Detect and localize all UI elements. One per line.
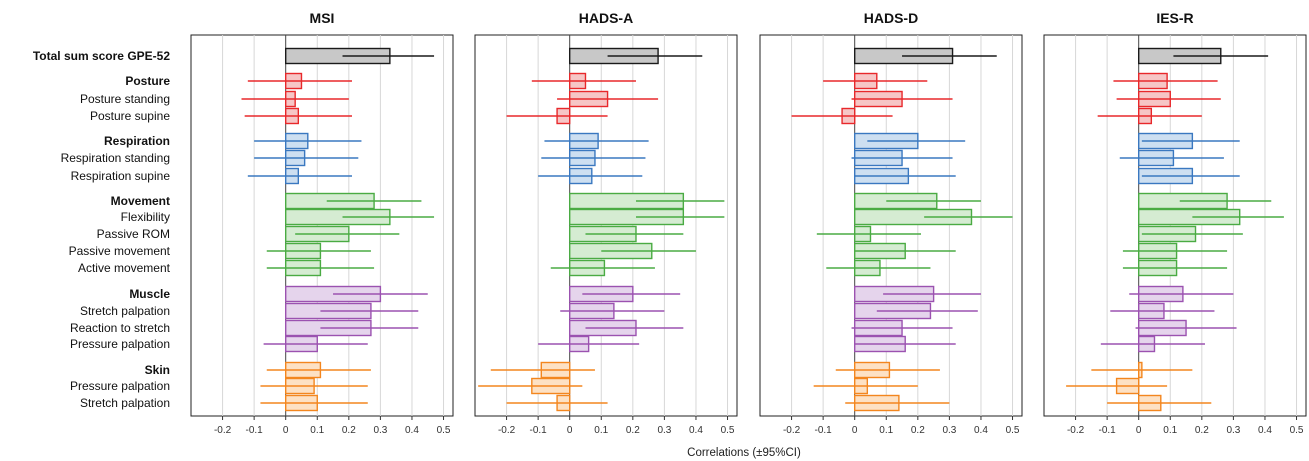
x-tick-label: -0.2 xyxy=(783,425,801,436)
x-tick-label: 0.1 xyxy=(1163,425,1177,436)
row-label: Total sum score GPE-52 xyxy=(33,49,170,63)
row-label: Movement xyxy=(111,194,170,208)
x-tick-label: 0.3 xyxy=(1226,425,1240,436)
x-tick-label: 0.3 xyxy=(373,425,387,436)
row-label: Posture xyxy=(125,74,170,88)
panel-frame xyxy=(190,34,454,417)
x-tick-label: 0 xyxy=(567,425,573,436)
x-tick-label: 0.4 xyxy=(1258,425,1272,436)
row-label: Respiration standing xyxy=(61,151,170,165)
x-tick-label: 0.4 xyxy=(405,425,419,436)
x-tick-label: 0.2 xyxy=(1195,425,1209,436)
x-tick-label: 0.5 xyxy=(1006,425,1020,436)
x-tick-label: 0.1 xyxy=(879,425,893,436)
x-tick-label: 0.5 xyxy=(721,425,735,436)
x-axis-title: Correlations (±95%CI) xyxy=(687,447,801,459)
panel-frame xyxy=(1043,34,1307,417)
row-label: Stretch palpation xyxy=(80,396,170,410)
row-label: Flexibility xyxy=(121,210,170,224)
x-tick-label: -0.1 xyxy=(530,425,548,436)
row-label: Stretch palpation xyxy=(80,304,170,318)
row-label: Posture standing xyxy=(80,92,170,106)
row-label: Pressure palpation xyxy=(70,379,170,393)
row-label: Respiration xyxy=(104,134,170,148)
panel-msi: MSI -0.2 -0.1 0 0.1 0.2 0.3 0.4 0.5 xyxy=(190,10,454,436)
row-label: Skin xyxy=(145,363,170,377)
panel-title: HADS-A xyxy=(579,10,633,26)
x-tick-label: 0.2 xyxy=(342,425,356,436)
row-label: Passive ROM xyxy=(97,227,170,241)
x-tick-label: -0.2 xyxy=(214,425,232,436)
row-label: Reaction to stretch xyxy=(70,321,170,335)
x-tick-label: 0.1 xyxy=(594,425,608,436)
row-label: Posture supine xyxy=(90,109,170,123)
row-label: Muscle xyxy=(129,287,170,301)
row-label: Passive movement xyxy=(69,244,171,258)
panel-title: HADS-D xyxy=(864,10,918,26)
x-tick-label: -0.1 xyxy=(815,425,833,436)
x-tick-label: 0.4 xyxy=(689,425,703,436)
x-tick-label: 0.1 xyxy=(310,425,324,436)
x-tick-label: 0.3 xyxy=(657,425,671,436)
x-tick-label: 0.2 xyxy=(626,425,640,436)
x-tick-label: 0 xyxy=(283,425,289,436)
x-tick-label: -0.1 xyxy=(1099,425,1117,436)
x-tick-label: 0.5 xyxy=(437,425,451,436)
x-tick-label: 0 xyxy=(1136,425,1142,436)
panel-title: IES-R xyxy=(1156,10,1193,26)
panel-hads-d: HADS-D -0.2 -0.1 0 0.1 0.2 0.3 0.4 0.5 xyxy=(759,10,1023,436)
x-tick-label: 0.5 xyxy=(1290,425,1304,436)
x-tick-label: -0.2 xyxy=(498,425,516,436)
panel-ies-r: IES-R -0.2 -0.1 0 0.1 0.2 0.3 0.4 0.5 xyxy=(1043,10,1307,436)
x-tick-label: 0.2 xyxy=(911,425,925,436)
panel-hads-a: HADS-A -0.2 -0.1 0 0.1 0.2 0.3 0.4 0.5 xyxy=(474,10,738,436)
panel-title: MSI xyxy=(310,10,335,26)
row-label: Pressure palpation xyxy=(70,337,170,351)
x-tick-label: -0.2 xyxy=(1067,425,1085,436)
x-tick-label: -0.1 xyxy=(246,425,264,436)
row-label: Respiration supine xyxy=(71,169,171,183)
x-tick-label: 0.4 xyxy=(974,425,988,436)
x-tick-label: 0 xyxy=(852,425,858,436)
x-tick-label: 0.3 xyxy=(942,425,956,436)
row-label: Active movement xyxy=(78,261,171,275)
